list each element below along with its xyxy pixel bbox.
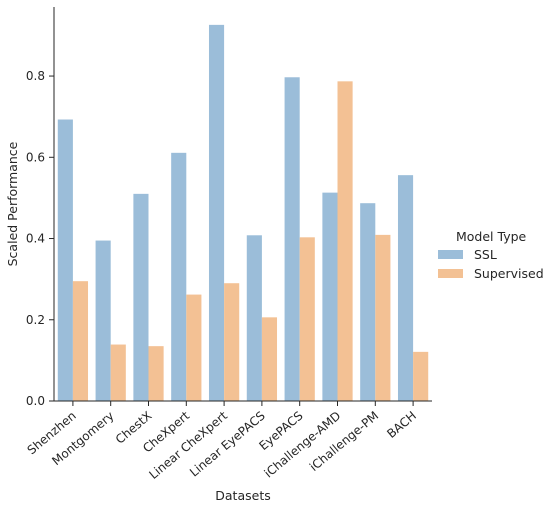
bars-group <box>57 24 429 402</box>
bar-supervised-chestx <box>148 346 164 401</box>
bar-ssl-ichallenge-amd <box>322 192 338 401</box>
legend-swatch-ssl <box>438 250 463 259</box>
bar-ssl-chexpert <box>171 152 187 401</box>
x-tick-label: iChallenge-PM <box>307 409 381 475</box>
bar-supervised-bach <box>413 351 429 401</box>
bar-ssl-shenzhen <box>57 119 73 401</box>
bar-supervised-chexpert <box>186 294 202 401</box>
y-tick-label: 0.8 <box>26 69 45 83</box>
y-tick-label: 0.4 <box>26 232 45 246</box>
bar-supervised-eyepacs <box>299 237 315 401</box>
y-tick-label: 0.6 <box>26 150 45 164</box>
y-tick-label: 0.0 <box>26 394 45 408</box>
bar-ssl-linear-chexpert <box>208 24 225 402</box>
bar-supervised-linear-chexpert <box>224 283 240 401</box>
legend-label-ssl: SSL <box>474 247 497 262</box>
legend-title: Model Type <box>456 229 527 244</box>
legend: Model Type SSL Supervised <box>438 229 544 281</box>
x-tick-label: BACH <box>384 409 419 441</box>
y-tick-label: 0.2 <box>26 313 45 327</box>
bar-ssl-bach <box>397 175 414 401</box>
y-axis-label: Scaled Performance <box>5 141 20 266</box>
bar-ssl-montgomery <box>95 240 111 401</box>
bar-supervised-shenzhen <box>72 281 89 401</box>
bar-ssl-linear-eyepacs <box>246 235 262 401</box>
bar-ssl-eyepacs <box>284 77 300 402</box>
y-axis-ticks: 0.0 0.2 0.4 0.6 0.8 <box>26 69 54 408</box>
legend-label-supervised: Supervised <box>474 266 544 281</box>
bar-supervised-montgomery <box>110 344 126 401</box>
bar-ssl-ichallenge-pm <box>360 203 376 401</box>
bar-supervised-linear-eyepacs <box>261 317 278 401</box>
legend-swatch-supervised <box>438 269 463 278</box>
x-axis-label: Datasets <box>215 488 270 503</box>
bar-ssl-chestx <box>133 193 149 401</box>
bar-supervised-ichallenge-amd <box>337 81 353 401</box>
bar-supervised-ichallenge-pm <box>375 234 391 401</box>
